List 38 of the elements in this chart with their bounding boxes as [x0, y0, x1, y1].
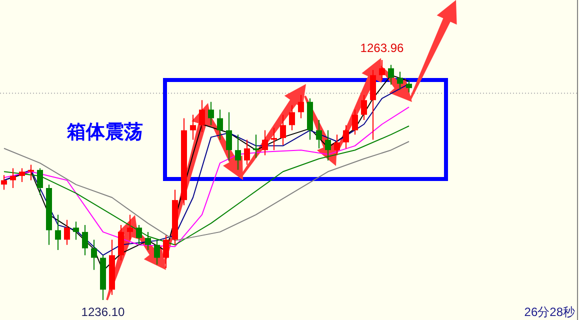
text: 26分28秒: [524, 305, 575, 319]
candlestick: [343, 124, 349, 149]
candlestick: [37, 168, 43, 196]
candlestick: [361, 94, 367, 120]
annotation: 箱体震荡: [66, 121, 143, 143]
candlestick: [19, 168, 25, 182]
candlestick: [55, 214, 61, 251]
candlestick: [64, 219, 70, 246]
annotation: 1263.96: [360, 41, 404, 55]
candlestick: [217, 109, 223, 140]
candlestick: [127, 214, 133, 240]
candlestick: [289, 104, 295, 131]
candlestick: [388, 64, 394, 86]
candlestick: [262, 130, 268, 156]
candlestick: [397, 71, 403, 90]
candlestick: [406, 80, 412, 93]
candlestick: [199, 100, 205, 133]
candlestick: [379, 60, 385, 81]
candlestick: [118, 224, 124, 261]
candlestick: [10, 168, 16, 189]
candlestick: [316, 119, 322, 149]
candlestick: [352, 109, 358, 136]
candlestick: [163, 234, 169, 269]
candlestick: [280, 114, 286, 146]
candlestick: [91, 239, 97, 270]
annotation: 1236.10: [81, 305, 126, 319]
candlestick: [325, 130, 331, 161]
candlestick: [82, 224, 88, 256]
candlestick: [190, 114, 196, 140]
candlestick: [73, 221, 79, 240]
candlestick: [334, 134, 340, 156]
candlestick: [1, 174, 7, 190]
candlestick: [235, 134, 241, 170]
candlestick: [271, 127, 277, 151]
candlestick: [208, 101, 214, 126]
candlestick: [298, 94, 304, 119]
candlestick: [226, 112, 232, 161]
candlestick: [244, 139, 250, 166]
